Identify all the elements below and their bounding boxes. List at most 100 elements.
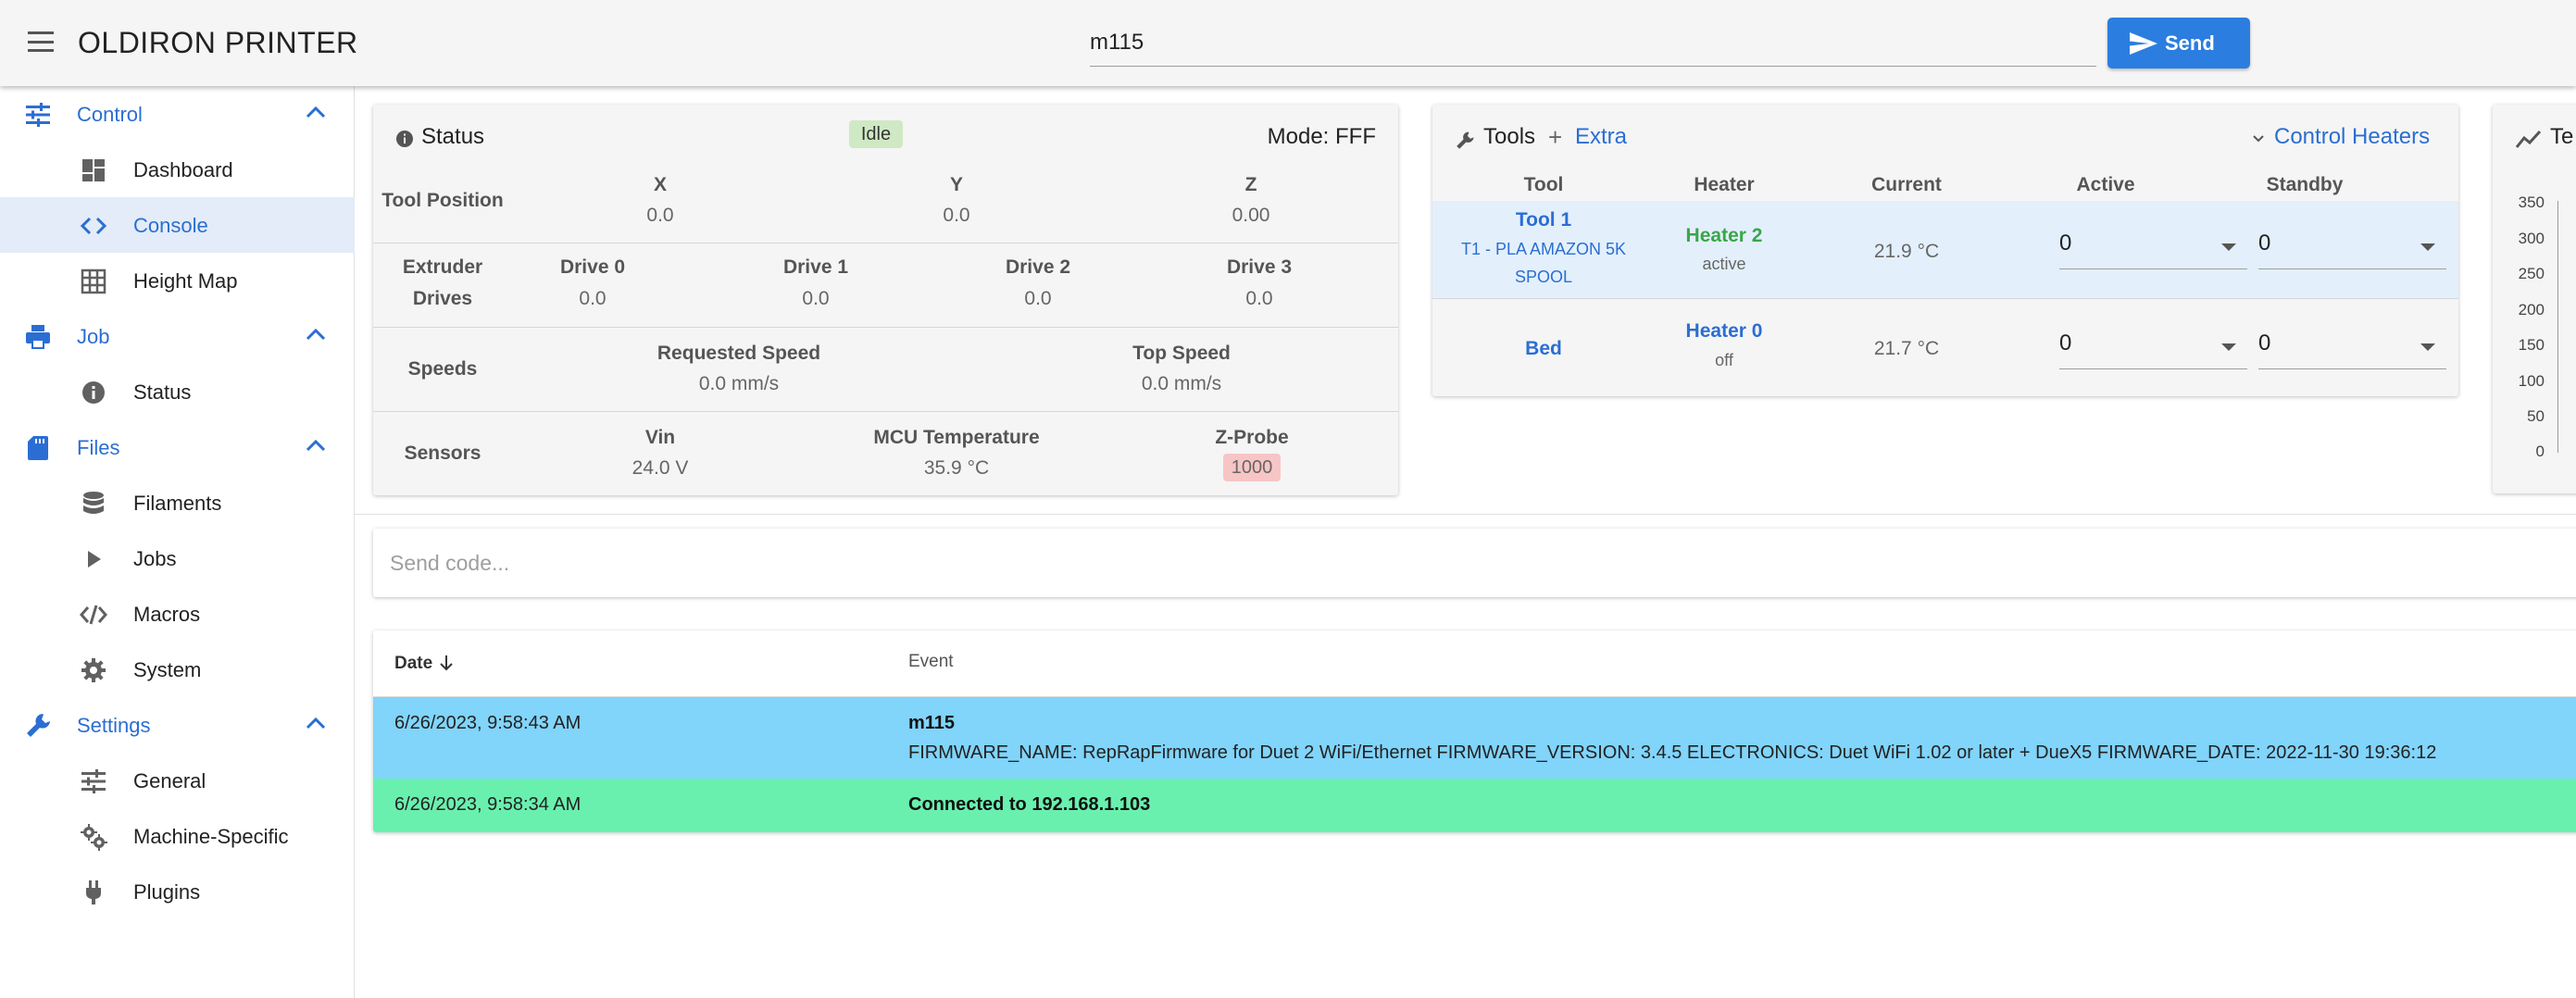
sidebar-item-label: General (133, 769, 206, 792)
axis-x-label: X (653, 174, 667, 195)
sidebar-item-label: Plugins (133, 880, 201, 904)
nav-group-control[interactable]: Control (0, 86, 355, 142)
date-column-header[interactable]: Date (394, 652, 454, 674)
y-tick-label: 100 (2518, 372, 2545, 390)
sidebar-item-label: Macros (133, 603, 201, 626)
tool-filament[interactable]: T1 - PLA AMAZON 5K (1460, 240, 1627, 258)
date-column-label: Date (394, 654, 433, 673)
temperature-chart-card: Te 350 300 250 200 150 100 50 0 (2493, 105, 2576, 493)
drive-2-value: 0.0 (1024, 288, 1052, 309)
extruder-label-line2: Drives (412, 288, 473, 309)
sidebar-item-console[interactable]: Console (0, 197, 355, 253)
app-bar: OLDIRON PRINTER m115 Send (0, 0, 2576, 86)
col-tool: Tool (1523, 174, 1564, 195)
bed-current-temp: 21.7 °C (1873, 338, 1940, 359)
sidebar-item-plugins[interactable]: Plugins (0, 864, 355, 919)
tool-filament-line2[interactable]: SPOOL (1514, 268, 1573, 286)
status-card: Status Idle Mode: FFF Tool Position X 0.… (373, 105, 1398, 495)
status-title: Status (421, 124, 485, 149)
y-tick-label: 250 (2518, 265, 2545, 282)
top-speed-label: Top Speed (1132, 343, 1231, 364)
chevron-down-icon (2253, 135, 2264, 143)
chart-line-icon (2515, 130, 2542, 148)
col-active: Active (2076, 174, 2135, 195)
tune-icon (81, 769, 106, 793)
extruder-label-line1: Extruder (402, 256, 483, 278)
standby-temp-select[interactable]: 0 (2258, 225, 2446, 269)
bed-active-temp-select[interactable]: 0 (2059, 325, 2247, 369)
sidebar: Control Dashboard Console Height Map Job… (0, 86, 355, 998)
sidebar-item-general[interactable]: General (0, 753, 355, 808)
sidebar-item-machine-specific[interactable]: Machine-Specific (0, 808, 355, 864)
speeds-label: Speeds (407, 358, 478, 380)
sidebar-item-jobs[interactable]: Jobs (0, 530, 355, 586)
requested-speed-label: Requested Speed (657, 343, 821, 364)
divider (373, 411, 1398, 412)
sidebar-item-status[interactable]: Status (0, 364, 355, 419)
dropdown-arrow-icon (2420, 243, 2435, 251)
drive-3-label: Drive 3 (1226, 256, 1293, 278)
z-probe-label: Z-Probe (1215, 427, 1289, 448)
col-current: Current (1871, 174, 1942, 195)
tool-name[interactable]: Tool 1 (1515, 209, 1572, 231)
tool-row: Tool 1 T1 - PLA AMAZON 5K SPOOL Heater 2… (1432, 201, 2458, 298)
send-code-input[interactable]: Send code... (373, 529, 2576, 597)
nav-group-label: Files (77, 436, 120, 459)
extra-button[interactable]: Extra (1575, 124, 1628, 149)
drive-1-value: 0.0 (802, 288, 830, 309)
sidebar-item-label: Jobs (133, 547, 177, 570)
control-heaters-button[interactable]: Control Heaters (2274, 124, 2431, 149)
bed-standby-temp-select[interactable]: 0 (2258, 325, 2446, 369)
console-log-table: Date Event 6/26/2023, 9:58:43 AM m115 FI… (373, 630, 2576, 832)
log-date: 6/26/2023, 9:58:43 AM (394, 713, 581, 733)
nav-group-label: Settings (77, 714, 151, 737)
axis-z-label: Z (1244, 174, 1257, 195)
sidebar-item-label: Status (133, 380, 192, 404)
axis-y-label: Y (949, 174, 963, 195)
info-icon (82, 381, 105, 404)
y-tick-label: 50 (2527, 407, 2545, 425)
printer-icon (26, 325, 50, 349)
send-button[interactable]: Send (2107, 18, 2250, 69)
table-header: Date Event (373, 630, 2576, 697)
log-title: m115 (908, 713, 956, 733)
active-temp-select[interactable]: 0 (2059, 225, 2247, 269)
table-row: 6/26/2023, 9:58:34 AM Connected to 192.1… (373, 779, 2576, 832)
sidebar-item-filaments[interactable]: Filaments (0, 475, 355, 530)
nav-group-files[interactable]: Files (0, 419, 355, 475)
menu-icon[interactable] (28, 31, 54, 52)
log-date: 6/26/2023, 9:58:34 AM (394, 794, 581, 815)
dropdown-arrow-icon (2221, 243, 2236, 251)
nav-group-settings[interactable]: Settings (0, 697, 355, 753)
bed-heater-name[interactable]: Heater 0 (1685, 320, 1763, 342)
sensors-label: Sensors (404, 443, 481, 464)
database-icon (83, 492, 104, 514)
sidebar-item-macros[interactable]: Macros (0, 586, 355, 642)
sidebar-item-label: Height Map (133, 269, 238, 293)
table-row: 6/26/2023, 9:58:43 AM m115 FIRMWARE_NAME… (373, 697, 2576, 779)
col-standby: Standby (2266, 174, 2344, 195)
send-button-label: Send (2165, 31, 2215, 55)
arrow-down-icon (440, 655, 454, 671)
divider (1432, 298, 2458, 299)
nav-group-job[interactable]: Job (0, 308, 355, 364)
gears-icon (81, 824, 107, 851)
bed-heater-state: off (1715, 351, 1733, 369)
divider (355, 514, 2576, 515)
sidebar-item-height-map[interactable]: Height Map (0, 253, 355, 308)
bed-active-temp-value: 0 (2059, 331, 2072, 356)
app-title: OLDIRON PRINTER (78, 26, 358, 59)
sidebar-item-system[interactable]: System (0, 642, 355, 697)
tune-icon (26, 103, 50, 127)
axis-x-value: 0.0 (646, 205, 674, 226)
bed-name[interactable]: Bed (1525, 338, 1562, 359)
y-tick-label: 350 (2518, 193, 2545, 211)
code-icon (80, 217, 107, 235)
sidebar-item-dashboard[interactable]: Dashboard (0, 142, 355, 197)
heater-name[interactable]: Heater 2 (1685, 225, 1763, 246)
drive-0-value: 0.0 (579, 288, 606, 309)
tool-position-label: Tool Position (381, 190, 504, 211)
col-heater: Heater (1694, 174, 1755, 195)
code-input[interactable]: m115 (1090, 20, 2096, 67)
plus-icon: + (1548, 123, 1563, 151)
